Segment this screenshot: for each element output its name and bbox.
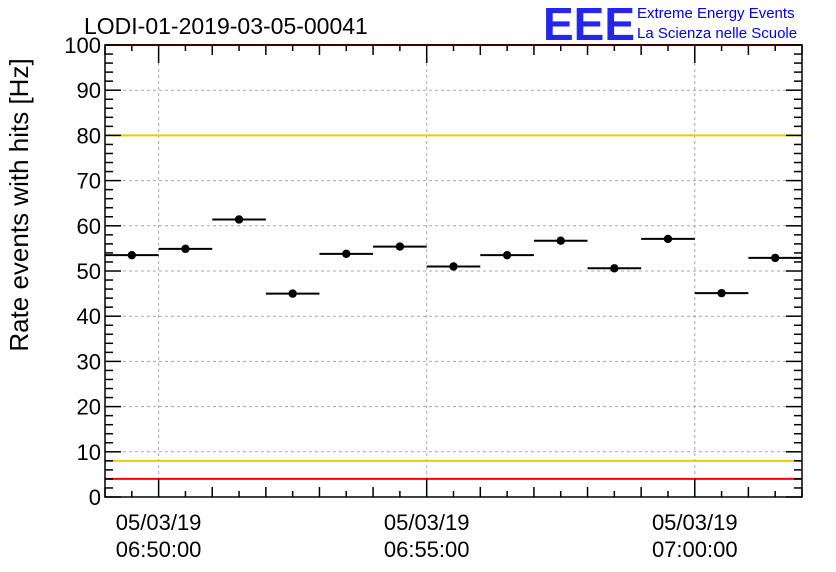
y-tick-label: 30	[77, 349, 101, 374]
x-tick-time: 06:50:00	[116, 537, 202, 562]
data-point	[181, 244, 190, 254]
data-points	[105, 215, 802, 298]
x-tick-date: 05/03/19	[652, 510, 738, 535]
y-tick-label: 60	[77, 214, 101, 239]
y-tick-label: 90	[77, 78, 101, 103]
x-tick-date: 05/03/19	[384, 510, 470, 535]
grid	[105, 45, 802, 497]
x-tick-time: 06:55:00	[384, 537, 470, 562]
y-tick-label: 80	[77, 123, 101, 148]
data-point	[234, 215, 244, 224]
y-axis-label: Rate events with hits [Hz]	[4, 58, 34, 351]
data-point	[502, 250, 512, 260]
y-tick-label: 100	[64, 33, 101, 58]
data-point	[610, 264, 619, 273]
logo-line1: Extreme Energy Events	[637, 5, 795, 22]
tick-labels: 010203040506070809010005/03/1906:50:0005…	[64, 33, 737, 562]
x-tick-date: 05/03/19	[116, 510, 202, 535]
data-point	[127, 250, 137, 260]
logo-letters: EEE	[543, 0, 635, 50]
y-tick-label: 10	[77, 440, 101, 465]
data-point	[717, 288, 726, 298]
data-point	[342, 249, 351, 259]
axes	[104, 44, 803, 498]
y-tick-label: 50	[77, 259, 101, 284]
data-point	[395, 242, 405, 251]
y-tick-label: 0	[89, 485, 101, 510]
data-point	[770, 253, 780, 263]
chart-title: LODI-01-2019-03-05-00041	[84, 13, 368, 39]
data-point	[449, 262, 458, 271]
logo-line2: La Scienza nelle Scuole	[637, 25, 797, 42]
y-tick-label: 20	[77, 395, 101, 420]
reference-lines	[105, 44, 802, 480]
data-point	[556, 236, 565, 245]
x-tick-time: 07:00:00	[652, 537, 738, 562]
data-point	[288, 289, 297, 298]
y-tick-label: 40	[77, 304, 101, 329]
eee-logo: EEE Extreme Energy Events La Scienza nel…	[543, 0, 797, 50]
y-tick-label: 70	[77, 169, 101, 194]
data-point	[663, 234, 673, 244]
